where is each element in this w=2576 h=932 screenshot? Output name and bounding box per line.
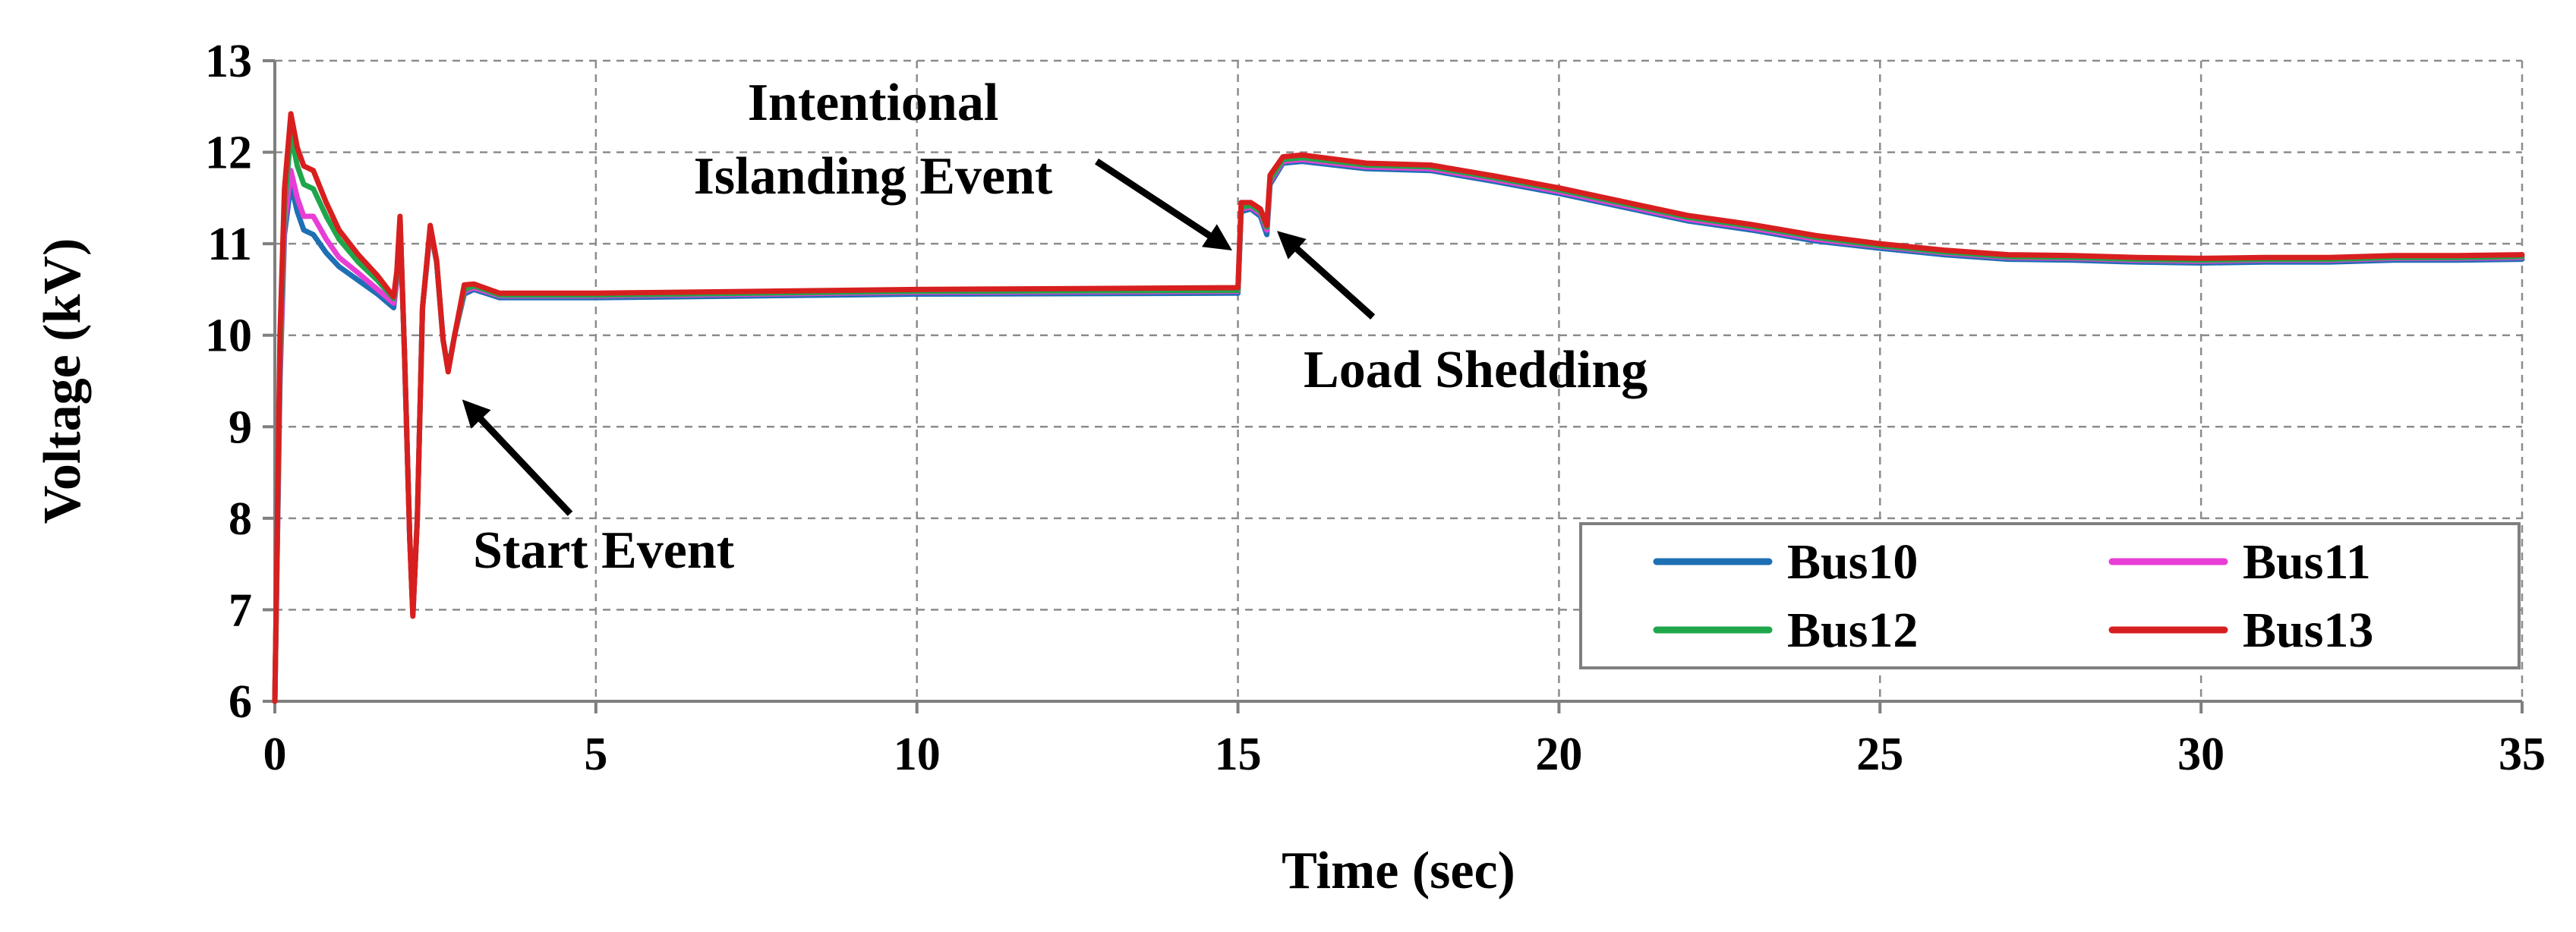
series-layer (272, 111, 2525, 704)
y-axis-title: Voltage (kV) (33, 238, 92, 524)
y-tick-label: 7 (229, 584, 252, 636)
y-tick-label: 9 (229, 401, 252, 453)
annotation-layer: Intentional Islanding Event Load Shedding S… (462, 74, 1647, 580)
x-tick-label: 25 (1856, 729, 1903, 780)
x-tick-label: 15 (1215, 729, 1262, 780)
x-axis-title: Time (sec) (1282, 842, 1515, 900)
y-tick-label: 10 (205, 310, 252, 362)
start-event-label: Start Event (473, 521, 734, 580)
islanding-event-label: Intentional (748, 74, 999, 132)
legend-label-bus10: Bus10 (1787, 534, 1918, 590)
start-event-arrow (462, 399, 573, 516)
series-line-bus13 (272, 111, 2525, 704)
x-tick-label: 5 (584, 729, 607, 780)
legend-box (1579, 522, 2521, 669)
legend-label-bus11: Bus11 (2243, 534, 2371, 590)
y-tick-label: 6 (229, 676, 252, 728)
load-shedding-label: Load Shedding (1304, 341, 1647, 399)
islanding-event-arrow (1095, 158, 1232, 251)
islanding-event-label: Islanding Event (694, 147, 1053, 206)
y-tick-label: 12 (205, 128, 252, 179)
y-tick-label: 13 (205, 36, 252, 87)
y-tick-label: 11 (207, 219, 252, 270)
x-tick-label: 0 (263, 729, 287, 780)
legend: Bus10 Bus11 Bus12 Bus13 (1579, 522, 2521, 669)
x-tick-label: 35 (2499, 729, 2546, 780)
legend-label-bus13: Bus13 (2243, 603, 2373, 658)
x-tick-label: 10 (894, 729, 941, 780)
y-tick-label: 8 (229, 493, 252, 545)
legend-label-bus12: Bus12 (1787, 603, 1918, 658)
x-tick-label: 30 (2177, 729, 2224, 780)
x-tick-label: 20 (1535, 729, 1582, 780)
load-shedding-arrow (1276, 231, 1376, 320)
